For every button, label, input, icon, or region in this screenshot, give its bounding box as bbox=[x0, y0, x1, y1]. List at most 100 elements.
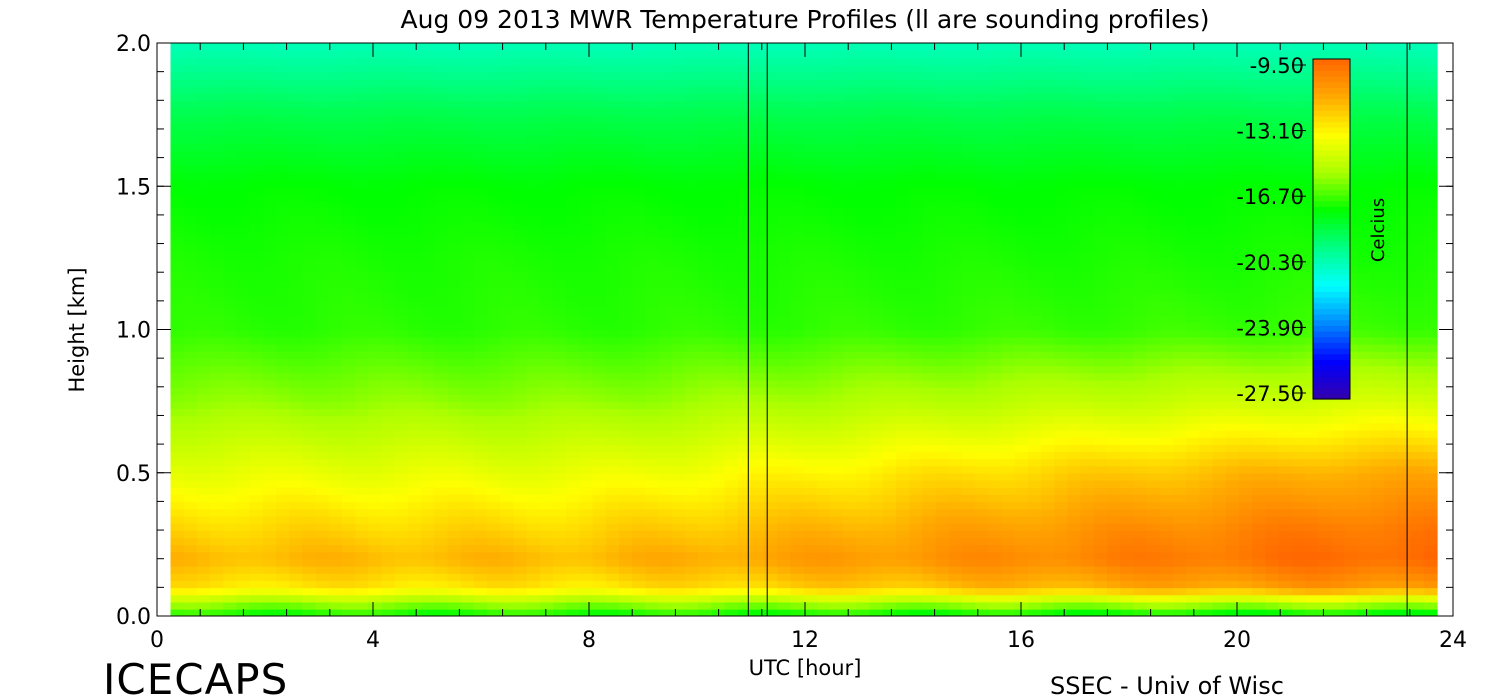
heatmap-cell bbox=[922, 336, 937, 345]
heatmap-cell bbox=[605, 429, 620, 438]
heatmap-cell bbox=[724, 121, 739, 130]
heatmap-cell bbox=[909, 279, 924, 288]
heatmap-cell bbox=[816, 93, 831, 102]
heatmap-cell bbox=[618, 551, 633, 560]
heatmap-cell bbox=[935, 222, 950, 231]
heatmap-cell bbox=[460, 229, 475, 238]
heatmap-cell bbox=[737, 50, 752, 59]
heatmap-cell bbox=[777, 222, 792, 231]
heatmap-cell bbox=[553, 379, 568, 388]
heatmap-cell bbox=[210, 214, 225, 223]
heatmap-cell bbox=[816, 121, 831, 130]
heatmap-cell bbox=[513, 501, 528, 510]
heatmap-cell bbox=[935, 164, 950, 173]
heatmap-cell bbox=[526, 179, 541, 188]
heatmap-cell bbox=[553, 594, 568, 603]
heatmap-cell bbox=[724, 415, 739, 424]
heatmap-cell bbox=[922, 343, 937, 352]
heatmap-cell bbox=[183, 372, 198, 381]
heatmap-cell bbox=[262, 136, 277, 145]
heatmap-cell bbox=[223, 350, 238, 359]
heatmap-cell bbox=[922, 329, 937, 338]
heatmap-cell bbox=[698, 179, 713, 188]
heatmap-cell bbox=[526, 501, 541, 510]
heatmap-cell bbox=[183, 451, 198, 460]
heatmap-cell bbox=[856, 573, 871, 581]
heatmap-cell bbox=[777, 458, 792, 467]
heatmap-cell bbox=[473, 300, 488, 309]
heatmap-cell bbox=[394, 580, 409, 589]
heatmap-cell bbox=[302, 358, 317, 367]
heatmap-cell bbox=[539, 587, 554, 596]
heatmap-cell bbox=[500, 558, 515, 567]
heatmap-cell bbox=[737, 43, 752, 51]
heatmap-cell bbox=[421, 365, 436, 374]
heatmap-cell bbox=[394, 164, 409, 173]
heatmap-cell bbox=[698, 164, 713, 173]
heatmap-cell bbox=[210, 350, 225, 359]
heatmap-cell bbox=[407, 372, 422, 381]
heatmap-cell bbox=[922, 415, 937, 424]
heatmap-cell bbox=[803, 608, 818, 616]
heatmap-cell bbox=[315, 179, 330, 188]
heatmap-cell bbox=[355, 472, 370, 481]
heatmap-cell bbox=[170, 193, 185, 202]
heatmap-cell bbox=[500, 157, 515, 166]
heatmap-cell bbox=[368, 93, 383, 102]
heatmap-cell bbox=[289, 315, 304, 324]
heatmap-cell bbox=[434, 508, 449, 517]
heatmap-cell bbox=[341, 171, 356, 180]
heatmap-cell bbox=[553, 315, 568, 324]
heatmap-cell bbox=[289, 415, 304, 424]
heatmap-cell bbox=[355, 57, 370, 66]
heatmap-cell bbox=[170, 587, 185, 596]
heatmap-cell bbox=[196, 64, 211, 73]
heatmap-cell bbox=[816, 193, 831, 202]
heatmap-cell bbox=[526, 343, 541, 352]
heatmap-cell bbox=[750, 487, 765, 496]
heatmap-cell bbox=[684, 451, 699, 460]
heatmap-cell bbox=[539, 193, 554, 202]
heatmap-cell bbox=[500, 551, 515, 560]
heatmap-cell bbox=[394, 322, 409, 331]
heatmap-cell bbox=[618, 522, 633, 531]
heatmap-cell bbox=[961, 558, 976, 567]
heatmap-cell bbox=[830, 64, 845, 73]
heatmap-cell bbox=[605, 186, 620, 195]
heatmap-cell bbox=[236, 250, 251, 259]
heatmap-cell bbox=[196, 522, 211, 531]
heatmap-cell bbox=[315, 50, 330, 59]
heatmap-cell bbox=[513, 136, 528, 145]
heatmap-cell bbox=[645, 64, 660, 73]
heatmap-cell bbox=[895, 594, 910, 603]
heatmap-cell bbox=[592, 114, 607, 123]
heatmap-cell bbox=[262, 214, 277, 223]
heatmap-cell bbox=[473, 157, 488, 166]
heatmap-cell bbox=[671, 329, 686, 338]
heatmap-cell bbox=[487, 372, 502, 381]
heatmap-cell bbox=[526, 451, 541, 460]
heatmap-cell bbox=[407, 580, 422, 589]
heatmap-cell bbox=[236, 265, 251, 273]
heatmap-cell bbox=[341, 43, 356, 51]
heatmap-cell bbox=[407, 107, 422, 116]
heatmap-cell bbox=[922, 121, 937, 130]
heatmap-cell bbox=[790, 43, 805, 51]
heatmap-cell bbox=[434, 279, 449, 288]
heatmap-cell bbox=[487, 243, 502, 252]
heatmap-cell bbox=[289, 393, 304, 402]
heatmap-cell bbox=[566, 608, 581, 616]
heatmap-cell bbox=[407, 479, 422, 488]
heatmap-cell bbox=[711, 143, 726, 152]
heatmap-cell bbox=[223, 401, 238, 410]
heatmap-cell bbox=[724, 465, 739, 474]
heatmap-cell bbox=[249, 415, 264, 424]
heatmap-cell bbox=[328, 257, 343, 266]
heatmap-cell bbox=[684, 487, 699, 496]
heatmap-cell bbox=[803, 465, 818, 474]
heatmap-cell bbox=[473, 393, 488, 402]
heatmap-cell bbox=[882, 408, 897, 417]
heatmap-cell bbox=[381, 587, 396, 596]
heatmap-cell bbox=[460, 136, 475, 145]
heatmap-cell bbox=[698, 408, 713, 417]
